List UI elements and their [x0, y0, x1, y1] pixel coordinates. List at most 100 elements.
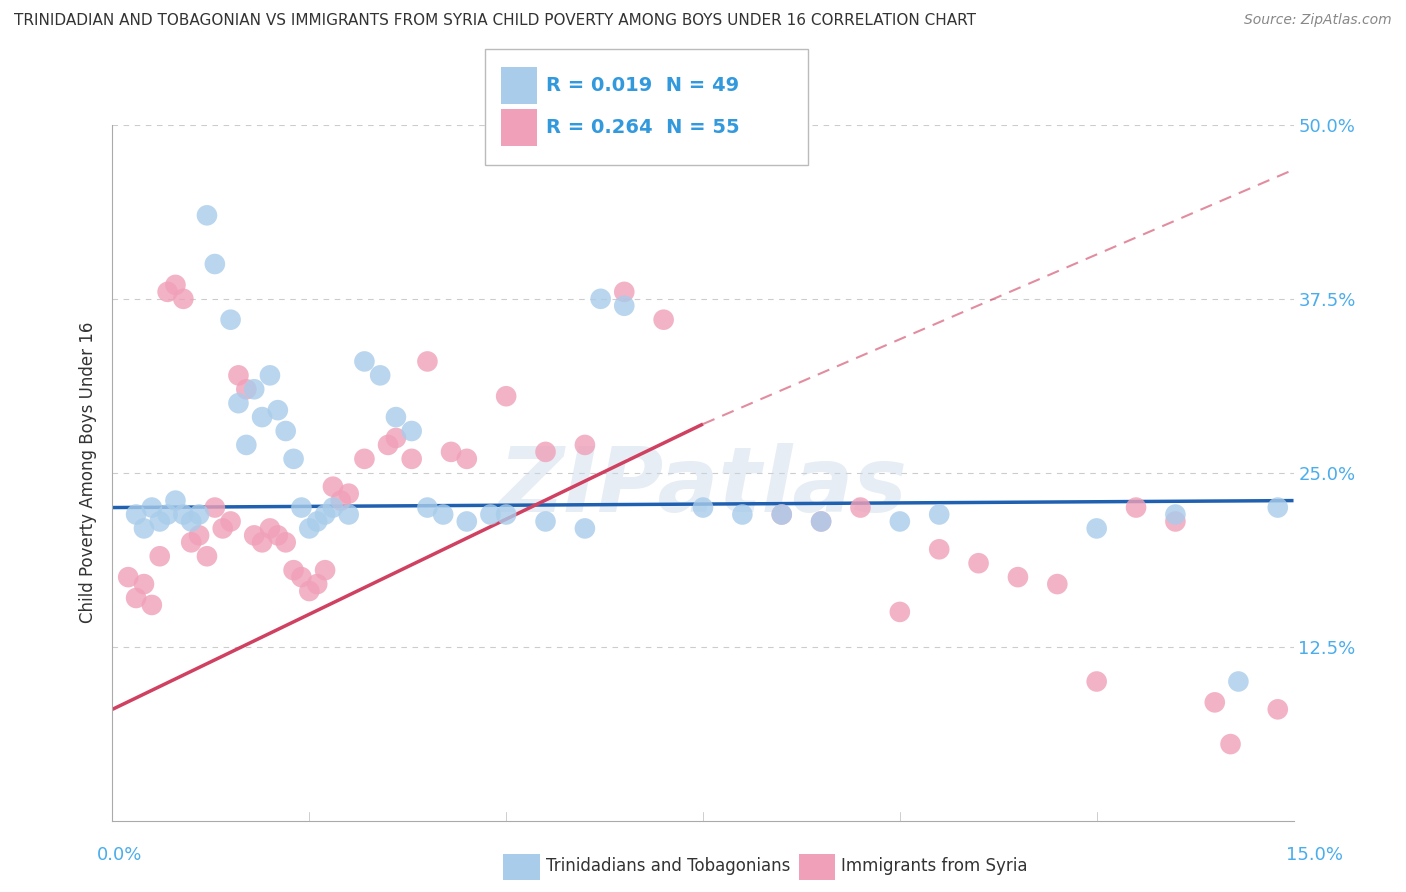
Point	[259, 521, 281, 535]
Point	[267, 403, 290, 417]
Point	[204, 500, 226, 515]
Point	[149, 515, 172, 529]
Point	[589, 292, 612, 306]
Point	[456, 451, 478, 466]
Point	[928, 542, 950, 557]
Point	[810, 515, 832, 529]
Point	[290, 570, 312, 584]
Point	[228, 368, 250, 383]
Point	[283, 563, 305, 577]
Point	[274, 424, 297, 438]
Point	[132, 521, 155, 535]
Point	[329, 493, 352, 508]
Point	[322, 480, 344, 494]
Point	[235, 382, 257, 396]
Point	[889, 605, 911, 619]
Point	[770, 508, 793, 522]
Y-axis label: Child Poverty Among Boys Under 16: Child Poverty Among Boys Under 16	[79, 322, 97, 624]
Point	[132, 577, 155, 591]
Point	[479, 508, 502, 522]
Point	[298, 584, 321, 599]
Point	[810, 515, 832, 529]
Point	[228, 396, 250, 410]
Point	[337, 486, 360, 500]
Point	[401, 424, 423, 438]
Point	[416, 354, 439, 368]
Point	[1267, 702, 1289, 716]
Point	[274, 535, 297, 549]
Point	[188, 508, 211, 522]
Point	[307, 577, 329, 591]
Point	[1046, 577, 1069, 591]
Text: R = 0.019  N = 49: R = 0.019 N = 49	[546, 76, 738, 95]
Text: 15.0%: 15.0%	[1286, 846, 1343, 863]
Point	[440, 445, 463, 459]
Point	[195, 549, 218, 564]
Point	[1085, 521, 1108, 535]
Point	[495, 508, 517, 522]
Point	[314, 563, 336, 577]
Point	[692, 500, 714, 515]
Point	[1227, 674, 1250, 689]
Point	[180, 535, 202, 549]
Point	[849, 500, 872, 515]
Point	[1267, 500, 1289, 515]
Point	[267, 528, 290, 542]
Point	[298, 521, 321, 535]
Point	[613, 285, 636, 299]
Point	[172, 292, 194, 306]
Point	[219, 312, 242, 326]
Point	[613, 299, 636, 313]
Point	[889, 515, 911, 529]
Point	[353, 451, 375, 466]
Point	[156, 508, 179, 522]
Point	[250, 410, 273, 425]
Point	[574, 521, 596, 535]
Point	[141, 598, 163, 612]
Text: Trinidadians and Tobagonians: Trinidadians and Tobagonians	[546, 857, 790, 875]
Point	[1164, 508, 1187, 522]
Text: 0.0%: 0.0%	[97, 846, 142, 863]
Point	[141, 500, 163, 515]
Point	[180, 515, 202, 529]
Point	[967, 556, 990, 570]
Point	[416, 500, 439, 515]
Point	[204, 257, 226, 271]
Point	[432, 508, 454, 522]
Point	[117, 570, 139, 584]
Point	[188, 528, 211, 542]
Point	[385, 431, 408, 445]
Point	[353, 354, 375, 368]
Point	[731, 508, 754, 522]
Point	[125, 591, 148, 605]
Point	[307, 515, 329, 529]
Point	[368, 368, 391, 383]
Point	[243, 382, 266, 396]
Point	[172, 508, 194, 522]
Point	[401, 451, 423, 466]
Point	[149, 549, 172, 564]
Point	[283, 451, 305, 466]
Text: TRINIDADIAN AND TOBAGONIAN VS IMMIGRANTS FROM SYRIA CHILD POVERTY AMONG BOYS UND: TRINIDADIAN AND TOBAGONIAN VS IMMIGRANTS…	[14, 13, 976, 29]
Point	[456, 515, 478, 529]
Point	[534, 445, 557, 459]
Point	[235, 438, 257, 452]
Text: R = 0.264  N = 55: R = 0.264 N = 55	[546, 118, 740, 137]
Point	[165, 277, 187, 292]
Point	[1204, 695, 1226, 709]
Text: ZIPatlas: ZIPatlas	[499, 442, 907, 531]
Point	[165, 493, 187, 508]
Point	[337, 508, 360, 522]
Point	[1007, 570, 1029, 584]
Point	[250, 535, 273, 549]
Text: Source: ZipAtlas.com: Source: ZipAtlas.com	[1244, 13, 1392, 28]
Point	[1085, 674, 1108, 689]
Point	[377, 438, 399, 452]
Text: Immigrants from Syria: Immigrants from Syria	[841, 857, 1028, 875]
Point	[928, 508, 950, 522]
Point	[219, 515, 242, 529]
Point	[574, 438, 596, 452]
Point	[1125, 500, 1147, 515]
Point	[156, 285, 179, 299]
Point	[495, 389, 517, 403]
